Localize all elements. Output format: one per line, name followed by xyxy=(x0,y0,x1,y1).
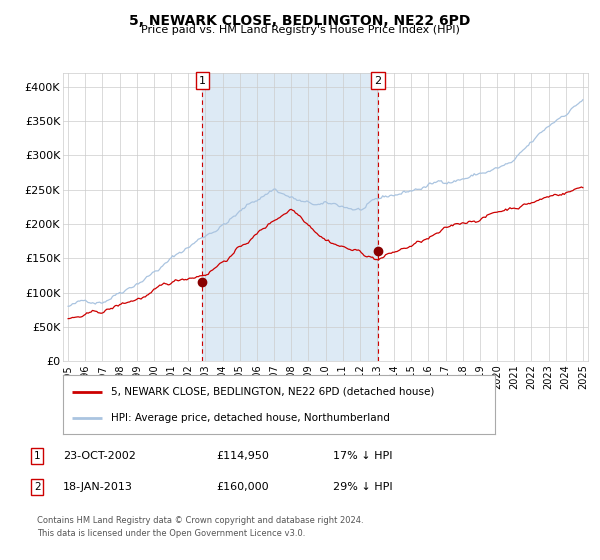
Text: 23-OCT-2002: 23-OCT-2002 xyxy=(63,451,136,461)
Text: 29% ↓ HPI: 29% ↓ HPI xyxy=(333,482,392,492)
Text: 1: 1 xyxy=(199,76,206,86)
Text: 18-JAN-2013: 18-JAN-2013 xyxy=(63,482,133,492)
Text: 2: 2 xyxy=(374,76,382,86)
Text: 1: 1 xyxy=(34,451,41,461)
Text: HPI: Average price, detached house, Northumberland: HPI: Average price, detached house, Nort… xyxy=(110,413,389,423)
Text: £114,950: £114,950 xyxy=(216,451,269,461)
Text: 5, NEWARK CLOSE, BEDLINGTON, NE22 6PD (detached house): 5, NEWARK CLOSE, BEDLINGTON, NE22 6PD (d… xyxy=(110,386,434,396)
Text: 2: 2 xyxy=(34,482,41,492)
Text: Price paid vs. HM Land Registry's House Price Index (HPI): Price paid vs. HM Land Registry's House … xyxy=(140,25,460,35)
Text: 5, NEWARK CLOSE, BEDLINGTON, NE22 6PD: 5, NEWARK CLOSE, BEDLINGTON, NE22 6PD xyxy=(130,14,470,28)
Text: Contains HM Land Registry data © Crown copyright and database right 2024.: Contains HM Land Registry data © Crown c… xyxy=(37,516,364,525)
Text: This data is licensed under the Open Government Licence v3.0.: This data is licensed under the Open Gov… xyxy=(37,529,305,538)
Text: 17% ↓ HPI: 17% ↓ HPI xyxy=(333,451,392,461)
Text: £160,000: £160,000 xyxy=(216,482,269,492)
Bar xyxy=(202,73,378,361)
